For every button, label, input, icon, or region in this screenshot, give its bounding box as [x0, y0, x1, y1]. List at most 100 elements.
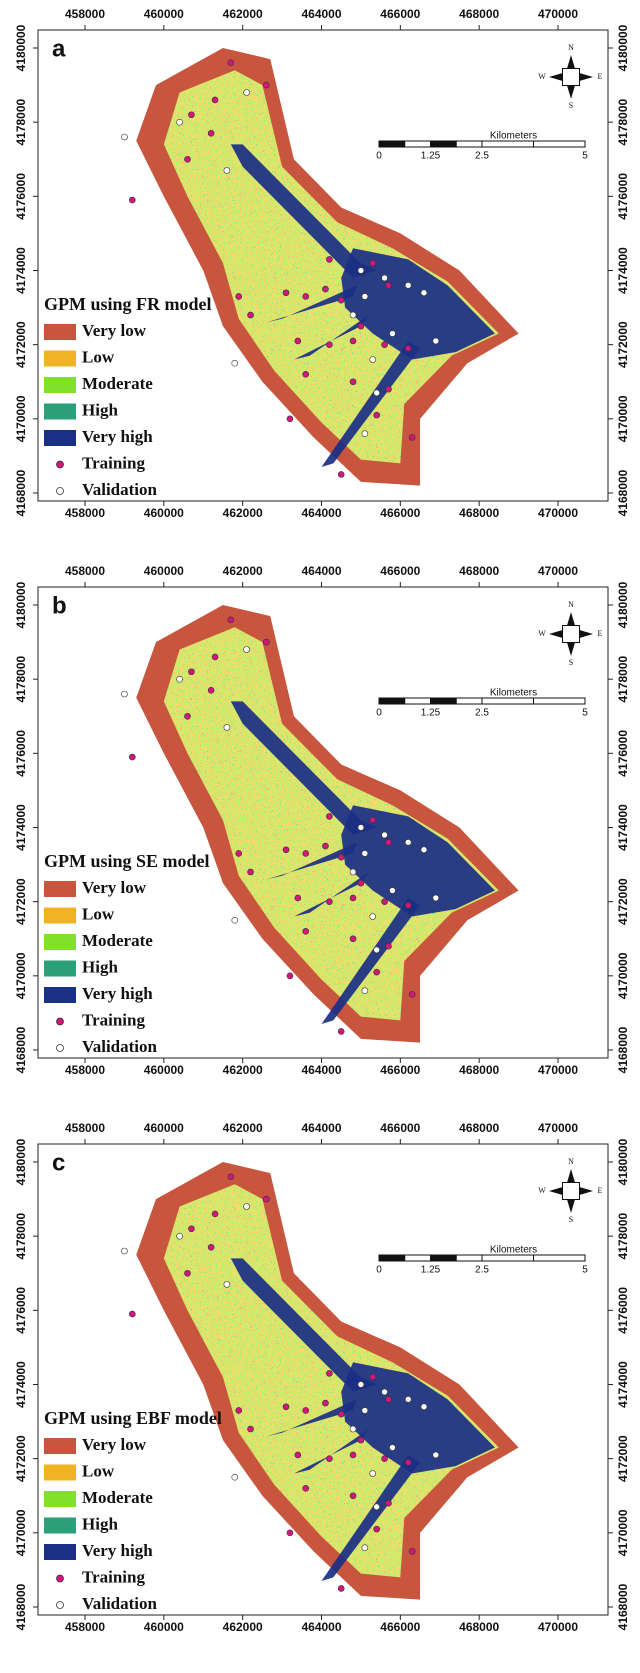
validation-point	[382, 275, 388, 281]
training-point	[409, 991, 415, 997]
scale-segment	[379, 141, 405, 147]
validation-point	[362, 293, 368, 299]
legend-label: Very low	[82, 321, 147, 340]
y-tick-label: 4176000	[14, 1287, 28, 1334]
training-point	[248, 869, 254, 875]
training-point	[350, 936, 356, 942]
y-tick-label: 4176000	[14, 173, 28, 220]
legend-label: High	[82, 957, 118, 976]
y-tick-label: 4180000	[14, 581, 28, 628]
training-point	[212, 97, 218, 103]
legend-title: GPM using EBF model	[44, 1408, 222, 1428]
x-tick-label: 464000	[301, 506, 341, 520]
compass-letter: S	[569, 658, 573, 667]
training-point	[386, 839, 392, 845]
y-tick-label: 4168000	[14, 469, 28, 516]
scale-title: Kilometers	[490, 131, 537, 142]
y-tick-label: 4178000	[616, 1212, 630, 1259]
training-point	[228, 60, 234, 66]
legend-label: Very high	[82, 1541, 153, 1560]
x-tick-label: 464000	[301, 564, 341, 578]
training-point	[295, 338, 301, 344]
training-point	[303, 371, 309, 377]
scale-segment	[534, 141, 586, 147]
training-point	[382, 342, 388, 348]
training-point	[405, 1459, 411, 1465]
scale-segment	[456, 698, 482, 704]
y-tick-label: 4172000	[616, 321, 630, 368]
validation-point	[389, 888, 395, 894]
training-point	[370, 260, 376, 266]
training-point	[322, 1400, 328, 1406]
legend-label: Validation	[82, 1594, 158, 1613]
x-tick-label: 464000	[301, 1121, 341, 1135]
x-tick-label: 460000	[144, 1063, 184, 1077]
x-tick-label: 466000	[380, 1063, 420, 1077]
legend-swatch	[44, 961, 76, 977]
scale-segment	[431, 698, 457, 704]
compass-letter: E	[598, 72, 603, 81]
map-panel: 4580004580004600004600004620004620004640…	[14, 1121, 630, 1634]
training-point	[303, 1407, 309, 1413]
x-tick-label: 458000	[65, 1121, 105, 1135]
y-tick-label: 4170000	[14, 952, 28, 999]
scale-segment	[405, 1255, 431, 1261]
legend-label: Low	[82, 1461, 115, 1480]
validation-point	[224, 167, 230, 173]
legend-label: Training	[82, 1010, 145, 1029]
x-tick-label: 470000	[538, 7, 578, 21]
x-tick-label: 466000	[380, 7, 420, 21]
x-tick-label: 466000	[380, 1620, 420, 1634]
y-tick-label: 4172000	[616, 1435, 630, 1482]
validation-point	[358, 268, 364, 274]
validation-point	[232, 360, 238, 366]
training-point	[386, 943, 392, 949]
legend-label: High	[82, 1514, 118, 1533]
training-point	[263, 82, 269, 88]
scale-tick-label: 5	[582, 1265, 588, 1276]
training-point	[228, 617, 234, 623]
training-point	[208, 1244, 214, 1250]
compass-letter: S	[569, 101, 573, 110]
y-tick-label: 4168000	[14, 1583, 28, 1630]
training-point	[129, 197, 135, 203]
legend-marker	[57, 1045, 64, 1052]
legend-marker	[57, 1575, 64, 1582]
y-tick-label: 4176000	[616, 730, 630, 777]
training-point	[405, 902, 411, 908]
legend-title: GPM using SE model	[44, 851, 210, 871]
compass-letter: E	[598, 629, 603, 638]
legend-label: Validation	[82, 1037, 158, 1056]
training-point	[358, 323, 364, 329]
validation-point	[358, 1382, 364, 1388]
y-tick-label: 4176000	[616, 1287, 630, 1334]
x-tick-label: 462000	[223, 564, 263, 578]
x-tick-label: 466000	[380, 1121, 420, 1135]
x-tick-label: 470000	[538, 1620, 578, 1634]
scale-tick-label: 2.5	[475, 708, 489, 719]
y-tick-label: 4168000	[14, 1026, 28, 1073]
y-tick-label: 4180000	[14, 1138, 28, 1185]
x-tick-label: 464000	[301, 1063, 341, 1077]
x-tick-label: 468000	[459, 7, 499, 21]
scale-segment	[379, 698, 405, 704]
scale-segment	[405, 698, 431, 704]
legend-label: Very low	[82, 878, 147, 897]
legend-label: Moderate	[82, 374, 153, 393]
legend-title: GPM using FR model	[44, 294, 212, 314]
validation-point	[121, 134, 127, 140]
y-tick-label: 4174000	[14, 804, 28, 851]
y-tick-label: 4170000	[616, 395, 630, 442]
compass-letter: S	[569, 1215, 573, 1224]
training-point	[228, 1174, 234, 1180]
scale-segment	[534, 1255, 586, 1261]
training-point	[386, 1396, 392, 1402]
training-point	[382, 899, 388, 905]
legend-marker	[57, 1602, 64, 1609]
scale-tick-label: 1.25	[421, 151, 441, 162]
scale-segment	[379, 1255, 405, 1261]
training-point	[129, 1311, 135, 1317]
y-tick-label: 4174000	[616, 247, 630, 294]
x-tick-label: 458000	[65, 1063, 105, 1077]
validation-point	[244, 1204, 250, 1210]
